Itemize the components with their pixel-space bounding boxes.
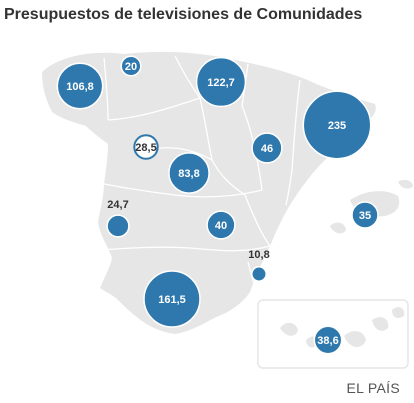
bubble-madrid bbox=[168, 152, 210, 194]
bubble-aragon bbox=[251, 132, 283, 164]
bubble-galicia bbox=[56, 62, 104, 110]
ibiza-island bbox=[330, 222, 346, 234]
bubble-label-aragon: 46 bbox=[261, 143, 273, 155]
bubble-label-madrid: 83,8 bbox=[178, 168, 199, 180]
bubble-label-asturias: 20 bbox=[125, 61, 137, 73]
bubble-extremadura bbox=[106, 214, 130, 238]
bubble-label-baleares: 35 bbox=[359, 210, 371, 222]
bubbles-layer: 106,8 20 122,7 235 46 28,5 83,8 24,7 40 35 10,8 161… bbox=[56, 55, 379, 355]
menorca-island bbox=[398, 179, 413, 189]
bubble-label-extremadura: 24,7 bbox=[107, 199, 128, 211]
spain-mainland bbox=[42, 51, 376, 334]
bubble-baleares bbox=[351, 201, 379, 229]
bubble-label-andalucia: 161,5 bbox=[158, 294, 186, 306]
bubble-castilla-y-leon bbox=[133, 134, 159, 160]
bubble-label-galicia: 106,8 bbox=[66, 81, 94, 93]
bubble-andalucia bbox=[143, 270, 201, 328]
bubble-pais-vasco bbox=[195, 56, 247, 108]
bubble-label-murcia: 10,8 bbox=[248, 249, 269, 261]
bubble-label-cataluna: 235 bbox=[328, 120, 346, 132]
bubble-label-castilla-y-leon: 28,5 bbox=[135, 142, 156, 154]
bubble-label-castilla-la-mancha: 40 bbox=[215, 220, 227, 232]
bubble-label-canarias: 38,6 bbox=[317, 335, 338, 347]
bubble-label-pais-vasco: 122,7 bbox=[207, 77, 235, 89]
source-credit: EL PAÍS bbox=[346, 380, 400, 396]
bubble-asturias bbox=[120, 55, 142, 77]
bubble-canarias bbox=[313, 325, 343, 355]
bubble-cataluna bbox=[302, 90, 372, 160]
bubble-murcia bbox=[251, 266, 267, 282]
map-title: Presupuestos de televisiones de Comunida… bbox=[4, 6, 363, 23]
canary-islands bbox=[280, 307, 405, 348]
bubble-castilla-la-mancha bbox=[206, 210, 236, 240]
